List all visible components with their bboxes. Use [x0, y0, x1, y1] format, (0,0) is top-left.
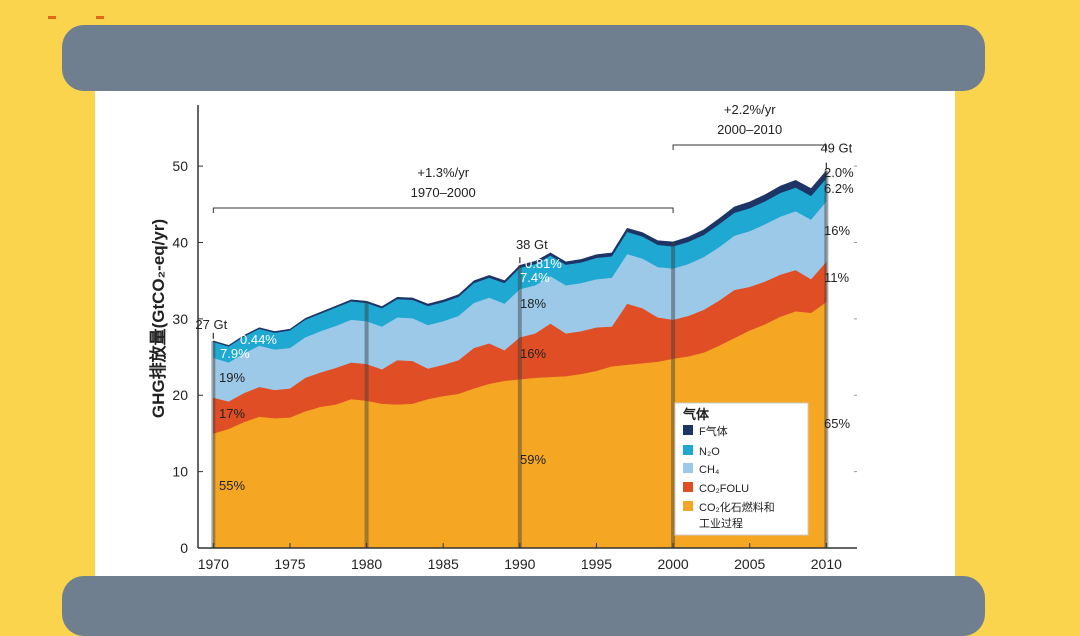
- decoration-dash: [48, 16, 56, 19]
- share-label: 7.4%: [520, 270, 550, 285]
- legend-label: CO₂FOLU: [699, 483, 749, 495]
- share-label: 17%: [219, 406, 245, 421]
- x-tick-label: 1990: [504, 556, 535, 572]
- legend-swatch: [683, 501, 693, 511]
- share-label-2010: 2.0%: [824, 165, 854, 180]
- share-label: 55%: [219, 478, 245, 493]
- x-tick-label: 1995: [581, 556, 612, 572]
- share-label-2010: 16%: [824, 223, 850, 238]
- share-label: 18%: [520, 296, 546, 311]
- y-tick-label: 40: [172, 234, 188, 250]
- share-label: 16%: [520, 346, 546, 361]
- legend-swatch: [683, 463, 693, 473]
- legend-box: [674, 402, 809, 536]
- growth-period-label: 1970–2000: [411, 185, 476, 200]
- annotations: 27 Gt 38 Gt 49 Gt +1.3%/yr 1970–2000 +2.2%/yr…: [195, 102, 854, 493]
- area-f气体: [213, 170, 827, 347]
- share-label-2010: 65%: [824, 416, 850, 431]
- share-label: 0.81%: [525, 256, 562, 271]
- x-tick-label: 1970: [198, 556, 229, 572]
- y-tick-label: 30: [172, 311, 188, 327]
- legend-label: 工业过程: [699, 517, 743, 530]
- x-tick-label: 2005: [734, 556, 765, 572]
- legend-title: 气体: [683, 407, 710, 422]
- x-tick-label: 1975: [274, 556, 305, 572]
- share-label-2010: 11%: [824, 270, 849, 285]
- growth-bracket: [672, 144, 827, 150]
- share-label-2010: 6.2%: [824, 181, 854, 196]
- y-axis-label: GHG排放量(GtCO₂-eq/yr): [148, 219, 168, 418]
- x-tick-label: 2010: [811, 556, 842, 572]
- x-tick-label: 1980: [351, 556, 382, 572]
- legend-label: CO₂化石燃料和: [699, 500, 775, 514]
- growth-bracket: [212, 207, 674, 213]
- share-label: 59%: [520, 452, 546, 467]
- era-divider-lines: [211, 165, 857, 548]
- growth-rate-label: +2.2%/yr: [724, 102, 776, 117]
- y-tick-label: 50: [172, 158, 188, 174]
- total-label: 38 Gt: [516, 237, 548, 252]
- axes: 0 10 20 30 40 50 1970 1975 1980 1985 1990 1995 2000 2…: [148, 105, 857, 572]
- top-scroll-rod: [62, 25, 985, 91]
- decoration-dash: [96, 16, 104, 19]
- y-tick-label: 0: [180, 540, 188, 556]
- x-tick-label: 1985: [428, 556, 459, 572]
- growth-period-label: 2000–2010: [717, 122, 782, 137]
- share-label: 0.44%: [240, 332, 277, 347]
- legend-swatch: [683, 425, 693, 435]
- legend-swatch: [683, 482, 693, 492]
- growth-rate-label: +1.3%/yr: [417, 165, 469, 180]
- legend-label: CH₄: [699, 464, 720, 476]
- share-label: 7.9%: [220, 346, 250, 361]
- legend-label: F气体: [699, 424, 728, 438]
- share-label: 19%: [219, 370, 245, 385]
- legend-label: N₂O: [699, 446, 720, 458]
- total-label: 49 Gt: [820, 141, 852, 156]
- bottom-scroll-rod: [62, 576, 985, 636]
- legend-swatch: [683, 445, 693, 455]
- y-tick-label: 20: [172, 387, 188, 403]
- x-tick-label: 2000: [658, 556, 689, 572]
- total-label: 27 Gt: [195, 317, 227, 332]
- y-tick-label: 10: [172, 464, 188, 480]
